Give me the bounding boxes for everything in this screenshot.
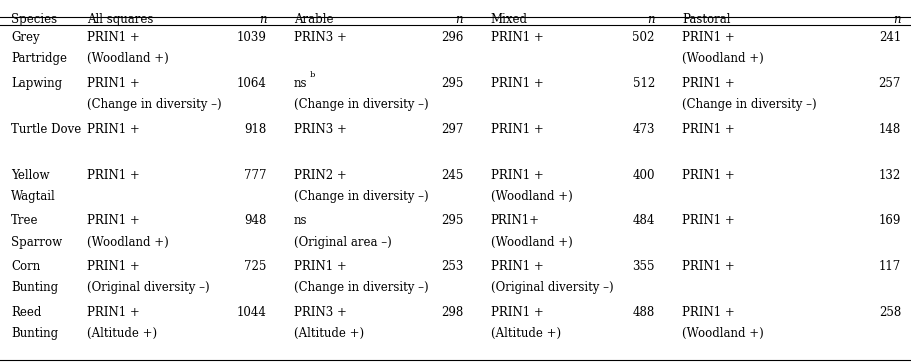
Text: 297: 297 [440,123,463,136]
Text: PRIN1 +: PRIN1 + [681,260,734,273]
Text: PRIN1 +: PRIN1 + [87,260,139,273]
Text: PRIN1 +: PRIN1 + [490,31,543,44]
Text: (Change in diversity –): (Change in diversity –) [87,98,221,111]
Text: 132: 132 [878,169,900,182]
Text: PRIN1 +: PRIN1 + [490,77,543,90]
Text: 400: 400 [631,169,654,182]
Text: (Change in diversity –): (Change in diversity –) [293,281,428,294]
Text: PRIN1 +: PRIN1 + [490,123,543,136]
Text: 725: 725 [243,260,266,273]
Text: PRIN1 +: PRIN1 + [681,306,734,319]
Text: Bunting: Bunting [11,327,58,340]
Text: b: b [310,71,315,79]
Text: (Original diversity –): (Original diversity –) [490,281,612,294]
Text: All squares: All squares [87,13,153,26]
Text: (Change in diversity –): (Change in diversity –) [293,98,428,111]
Text: 298: 298 [441,306,463,319]
Text: PRIN1 +: PRIN1 + [87,306,139,319]
Text: Species: Species [11,13,57,26]
Text: PRIN1 +: PRIN1 + [490,260,543,273]
Text: Turtle Dove: Turtle Dove [11,123,81,136]
Text: (Woodland +): (Woodland +) [87,236,169,249]
Text: PRIN1 +: PRIN1 + [87,31,139,44]
Text: PRIN1 +: PRIN1 + [87,123,139,136]
Text: PRIN1 +: PRIN1 + [87,169,139,182]
Text: (Original area –): (Original area –) [293,236,391,249]
Text: Corn: Corn [11,260,40,273]
Text: (Woodland +): (Woodland +) [490,236,572,249]
Text: PRIN1 +: PRIN1 + [293,260,346,273]
Text: Yellow: Yellow [11,169,49,182]
Text: PRIN1+: PRIN1+ [490,214,539,228]
Text: PRIN1 +: PRIN1 + [681,31,734,44]
Text: PRIN1 +: PRIN1 + [490,306,543,319]
Text: 484: 484 [631,214,654,228]
Text: PRIN1 +: PRIN1 + [87,214,139,228]
Text: ns: ns [293,214,307,228]
Text: 1064: 1064 [236,77,266,90]
Text: Sparrow: Sparrow [11,236,62,249]
Text: (Altitude +): (Altitude +) [293,327,363,340]
Text: n: n [456,13,463,26]
Text: Grey: Grey [11,31,39,44]
Text: (Original diversity –): (Original diversity –) [87,281,209,294]
Text: PRIN3 +: PRIN3 + [293,31,346,44]
Text: 295: 295 [440,77,463,90]
Text: n: n [893,13,900,26]
Text: Wagtail: Wagtail [11,190,56,203]
Text: Lapwing: Lapwing [11,77,62,90]
Text: 253: 253 [440,260,463,273]
Text: (Altitude +): (Altitude +) [87,327,157,340]
Text: PRIN1 +: PRIN1 + [681,214,734,228]
Text: 918: 918 [244,123,266,136]
Text: PRIN3 +: PRIN3 + [293,306,346,319]
Text: (Change in diversity –): (Change in diversity –) [293,190,428,203]
Text: 777: 777 [243,169,266,182]
Text: 117: 117 [878,260,900,273]
Text: PRIN1 +: PRIN1 + [87,77,139,90]
Text: Arable: Arable [293,13,333,26]
Text: 948: 948 [243,214,266,228]
Text: 488: 488 [632,306,654,319]
Text: PRIN1 +: PRIN1 + [490,169,543,182]
Text: PRIN1 +: PRIN1 + [681,77,734,90]
Text: n: n [259,13,266,26]
Text: 295: 295 [440,214,463,228]
Text: 258: 258 [878,306,900,319]
Text: PRIN1 +: PRIN1 + [681,169,734,182]
Text: 1044: 1044 [236,306,266,319]
Text: ns: ns [293,77,307,90]
Text: 1039: 1039 [236,31,266,44]
Text: (Woodland +): (Woodland +) [490,190,572,203]
Text: Mixed: Mixed [490,13,527,26]
Text: (Change in diversity –): (Change in diversity –) [681,98,816,111]
Text: (Woodland +): (Woodland +) [681,327,763,340]
Text: 148: 148 [878,123,900,136]
Text: 257: 257 [877,77,900,90]
Text: 169: 169 [877,214,900,228]
Text: 355: 355 [631,260,654,273]
Text: PRIN3 +: PRIN3 + [293,123,346,136]
Text: (Woodland +): (Woodland +) [681,52,763,65]
Text: (Woodland +): (Woodland +) [87,52,169,65]
Text: 502: 502 [631,31,654,44]
Text: Bunting: Bunting [11,281,58,294]
Text: Pastoral: Pastoral [681,13,730,26]
Text: Reed: Reed [11,306,41,319]
Text: (Altitude +): (Altitude +) [490,327,560,340]
Text: 296: 296 [440,31,463,44]
Text: Tree: Tree [11,214,38,228]
Text: Partridge: Partridge [11,52,67,65]
Text: PRIN1 +: PRIN1 + [681,123,734,136]
Text: n: n [647,13,654,26]
Text: 512: 512 [632,77,654,90]
Text: PRIN2 +: PRIN2 + [293,169,346,182]
Text: 241: 241 [878,31,900,44]
Text: 473: 473 [631,123,654,136]
Text: 245: 245 [440,169,463,182]
